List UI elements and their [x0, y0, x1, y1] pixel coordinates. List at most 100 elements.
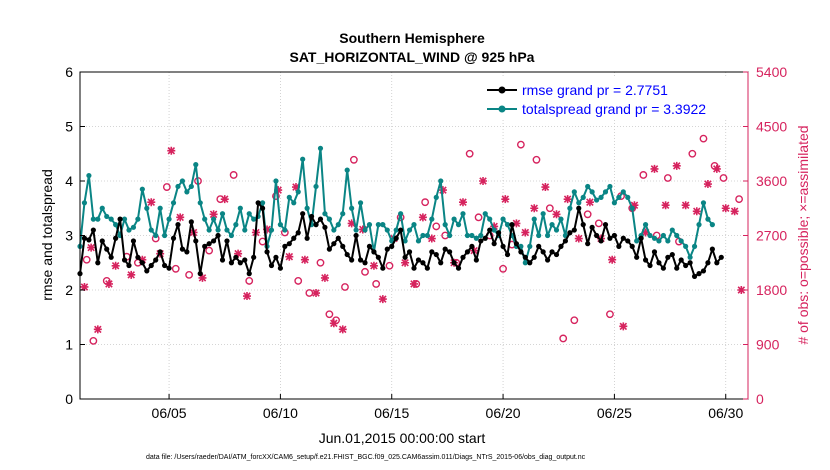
rmse-point: [589, 224, 595, 230]
totalspread-point: [438, 178, 444, 184]
totalspread-point: [135, 216, 141, 222]
obs-possible-marker: [516, 140, 525, 149]
obs-assimilated-marker: [410, 279, 418, 288]
obs-assimilated-marker: [300, 255, 309, 264]
totalspread-point: [674, 232, 680, 239]
totalspread-point: [683, 243, 689, 249]
totalspread-point: [224, 227, 230, 233]
obs-assimilated-marker: [608, 255, 617, 264]
obs-assimilated-marker: [291, 183, 300, 192]
totalspread-point: [108, 216, 114, 222]
rmse-point: [86, 237, 92, 243]
rmse-point: [130, 238, 137, 244]
obs-possible-marker: [205, 246, 214, 255]
totalspread-point: [553, 227, 560, 233]
rmse-point: [562, 238, 569, 244]
rmse-point: [545, 257, 551, 263]
rmse-point: [193, 238, 199, 244]
obs-possible-marker: [639, 171, 648, 179]
obs-assimilated-marker: [401, 258, 410, 267]
obs-assimilated-marker: [338, 325, 347, 334]
totalspread-point: [411, 222, 417, 228]
obs-assimilated-marker: [80, 282, 89, 291]
totalspread-point: [629, 205, 635, 211]
y-tick-label: 3: [65, 228, 73, 244]
rmse-point: [607, 235, 613, 241]
rmse-point: [224, 238, 230, 244]
y-tick-label: 0: [65, 391, 73, 407]
totalspread-point: [540, 211, 546, 217]
totalspread-point: [406, 227, 413, 233]
totalspread-point: [286, 194, 292, 200]
obs-assimilated-marker: [438, 186, 447, 195]
obs-assimilated-marker: [243, 292, 251, 301]
totalspread-point: [242, 227, 248, 233]
totalspread-point: [687, 254, 693, 260]
totalspread-point: [344, 167, 350, 173]
obs-assimilated-marker: [127, 270, 136, 279]
totalspread-point: [602, 189, 609, 195]
totalspread-point: [233, 222, 239, 228]
totalspread-point: [482, 211, 488, 217]
right-y-axis-label: # of obs: o=possible; ×=assimilated: [795, 125, 811, 344]
obs-assimilated-marker: [541, 183, 550, 192]
rmse-point: [429, 249, 435, 255]
totalspread-point: [126, 227, 132, 233]
totalspread-point: [545, 232, 551, 239]
totalspread-point: [326, 216, 332, 222]
obs-assimilated-marker: [87, 243, 96, 252]
totalspread-point: [398, 211, 404, 217]
rmse-point: [215, 232, 221, 239]
rmse-point: [340, 243, 346, 249]
rmse-point: [233, 254, 239, 260]
obs-assimilated-marker: [458, 198, 467, 207]
totalspread-point: [500, 216, 506, 222]
y-tick-label: 1: [65, 337, 73, 353]
totalspread-point: [709, 222, 715, 228]
totalspread-point: [451, 216, 457, 222]
x-tick-label: 06/20: [486, 405, 521, 421]
rmse-point: [237, 260, 243, 266]
obs-possible-marker: [361, 267, 369, 276]
rmse-point: [558, 243, 564, 249]
rmse-point: [469, 243, 475, 249]
rmse-point: [433, 251, 439, 258]
rmse-point: [81, 235, 88, 241]
rmse-point: [647, 262, 653, 269]
obs-possible-marker: [372, 280, 381, 288]
obs-assimilated-marker: [167, 146, 176, 155]
rmse-point: [464, 249, 471, 255]
rmse-point: [527, 260, 533, 266]
totalspread-point: [429, 216, 435, 222]
obs-possible-marker: [341, 283, 349, 291]
totalspread-point: [464, 232, 471, 239]
rmse-point: [513, 241, 520, 247]
rmse-point: [700, 268, 707, 274]
obs-assimilated-marker: [521, 228, 530, 237]
totalspread-point: [148, 227, 154, 233]
obs-assimilated-marker: [369, 261, 378, 270]
totalspread-point: [113, 222, 119, 228]
rmse-point: [135, 254, 141, 260]
obs-assimilated-marker: [329, 319, 338, 328]
rmse-point: [634, 254, 640, 260]
totalspread-point: [522, 260, 528, 266]
totalspread-point: [340, 211, 346, 217]
obs-possible-marker: [663, 174, 672, 182]
obs-assimilated-marker: [263, 225, 272, 234]
rmse-point: [691, 273, 698, 279]
y-tick-label: 4: [65, 173, 73, 189]
obs-possible-marker: [349, 155, 358, 164]
rmse-point: [393, 235, 399, 241]
totalspread-point: [81, 200, 88, 206]
obs-possible-marker: [229, 171, 238, 179]
totalspread-point: [487, 216, 493, 222]
totalspread-point: [197, 200, 203, 206]
rmse-point: [384, 246, 390, 252]
totalspread-point: [651, 235, 658, 241]
totalspread-point: [625, 194, 631, 200]
totalspread-point: [656, 238, 662, 244]
rmse-point: [696, 271, 702, 277]
totalspread-point: [335, 222, 341, 228]
y-tick-label: 6: [65, 64, 73, 80]
